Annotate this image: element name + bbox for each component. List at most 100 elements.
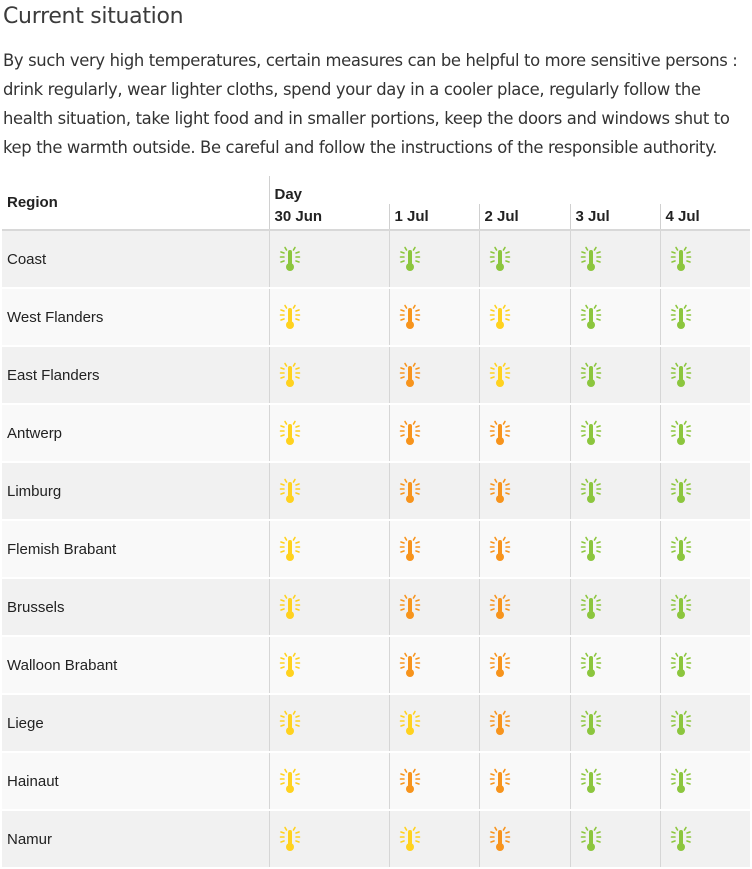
warning-cell <box>388 346 479 405</box>
date-header: 1 Jul <box>388 204 479 231</box>
warning-cell <box>659 694 751 753</box>
warning-cell <box>659 810 751 869</box>
warning-cell <box>478 462 570 521</box>
region-name: Coast <box>2 230 270 289</box>
date-header-row: 30 Jun 1 Jul 2 Jul 3 Jul 4 Jul <box>2 204 751 231</box>
warning-cell <box>569 404 660 463</box>
thermometer-heat-icon <box>669 650 693 680</box>
thermometer-heat-icon <box>669 708 693 738</box>
thermometer-heat-icon <box>278 418 302 448</box>
thermometer-heat-icon <box>398 360 422 390</box>
heat-warning-table: Region Day 30 Jun 1 Jul 2 Jul 3 Jul 4 Ju… <box>2 176 751 869</box>
date-header: 4 Jul <box>659 204 751 231</box>
warning-cell <box>659 346 751 405</box>
table-row: West Flanders <box>2 288 751 347</box>
region-header: Region <box>2 176 269 231</box>
warning-cell <box>478 810 570 869</box>
table-row: Hainaut <box>2 752 751 811</box>
warning-cell <box>569 462 660 521</box>
page-title: Current situation <box>3 4 184 29</box>
region-name: Flemish Brabant <box>2 520 270 579</box>
thermometer-heat-icon <box>488 302 512 332</box>
warning-cell <box>388 694 479 753</box>
warning-cell <box>569 578 660 637</box>
thermometer-heat-icon <box>398 244 422 274</box>
thermometer-heat-icon <box>669 766 693 796</box>
region-name: East Flanders <box>2 346 270 405</box>
table-row: Liege <box>2 694 751 753</box>
warning-cell <box>569 230 660 289</box>
warning-cell <box>569 810 660 869</box>
warning-cell <box>659 404 751 463</box>
thermometer-heat-icon <box>488 418 512 448</box>
region-name: Brussels <box>2 578 270 637</box>
table-row: Walloon Brabant <box>2 636 751 695</box>
warning-cell <box>569 288 660 347</box>
thermometer-heat-icon <box>669 476 693 506</box>
thermometer-heat-icon <box>278 476 302 506</box>
warning-cell <box>268 230 389 289</box>
thermometer-heat-icon <box>398 302 422 332</box>
thermometer-heat-icon <box>488 360 512 390</box>
table-row: Namur <box>2 810 751 869</box>
intro-paragraph: By such very high temperatures, certain … <box>3 51 738 157</box>
thermometer-heat-icon <box>278 650 302 680</box>
day-header: Day <box>268 176 751 204</box>
table-row: Brussels <box>2 578 751 637</box>
thermometer-heat-icon <box>669 360 693 390</box>
thermometer-heat-icon <box>488 244 512 274</box>
thermometer-heat-icon <box>579 592 603 622</box>
warning-cell <box>569 752 660 811</box>
table-body: Coast West Flanders East Flanders Antwerp Li… <box>2 230 751 869</box>
thermometer-heat-icon <box>579 360 603 390</box>
thermometer-heat-icon <box>579 534 603 564</box>
region-name: West Flanders <box>2 288 270 347</box>
thermometer-heat-icon <box>579 766 603 796</box>
warning-cell <box>569 694 660 753</box>
warning-cell <box>478 404 570 463</box>
thermometer-heat-icon <box>398 476 422 506</box>
thermometer-heat-icon <box>398 592 422 622</box>
warning-cell <box>388 636 479 695</box>
warning-cell <box>659 288 751 347</box>
warning-cell <box>388 230 479 289</box>
thermometer-heat-icon <box>488 766 512 796</box>
date-header: 3 Jul <box>569 204 660 231</box>
table-row: East Flanders <box>2 346 751 405</box>
table-row: Limburg <box>2 462 751 521</box>
warning-cell <box>478 752 570 811</box>
warning-cell <box>569 520 660 579</box>
warning-cell <box>478 578 570 637</box>
thermometer-heat-icon <box>669 244 693 274</box>
warning-cell <box>478 694 570 753</box>
thermometer-heat-icon <box>669 418 693 448</box>
thermometer-heat-icon <box>278 534 302 564</box>
warning-cell <box>268 752 389 811</box>
date-header: 2 Jul <box>478 204 570 231</box>
thermometer-heat-icon <box>278 592 302 622</box>
warning-cell <box>478 288 570 347</box>
thermometer-heat-icon <box>398 534 422 564</box>
thermometer-heat-icon <box>669 302 693 332</box>
thermometer-heat-icon <box>579 708 603 738</box>
thermometer-heat-icon <box>579 418 603 448</box>
warning-cell <box>659 636 751 695</box>
warning-cell <box>569 636 660 695</box>
warning-cell <box>388 810 479 869</box>
table-row: Coast <box>2 230 751 289</box>
warning-cell <box>268 462 389 521</box>
warning-cell <box>388 404 479 463</box>
thermometer-heat-icon <box>488 650 512 680</box>
warning-cell <box>268 636 389 695</box>
thermometer-heat-icon <box>278 360 302 390</box>
warning-cell <box>659 462 751 521</box>
thermometer-heat-icon <box>669 534 693 564</box>
thermometer-heat-icon <box>579 824 603 854</box>
region-name: Liege <box>2 694 270 753</box>
thermometer-heat-icon <box>278 244 302 274</box>
warning-cell <box>478 520 570 579</box>
thermometer-heat-icon <box>398 824 422 854</box>
region-name: Walloon Brabant <box>2 636 270 695</box>
thermometer-heat-icon <box>669 824 693 854</box>
warning-cell <box>268 578 389 637</box>
